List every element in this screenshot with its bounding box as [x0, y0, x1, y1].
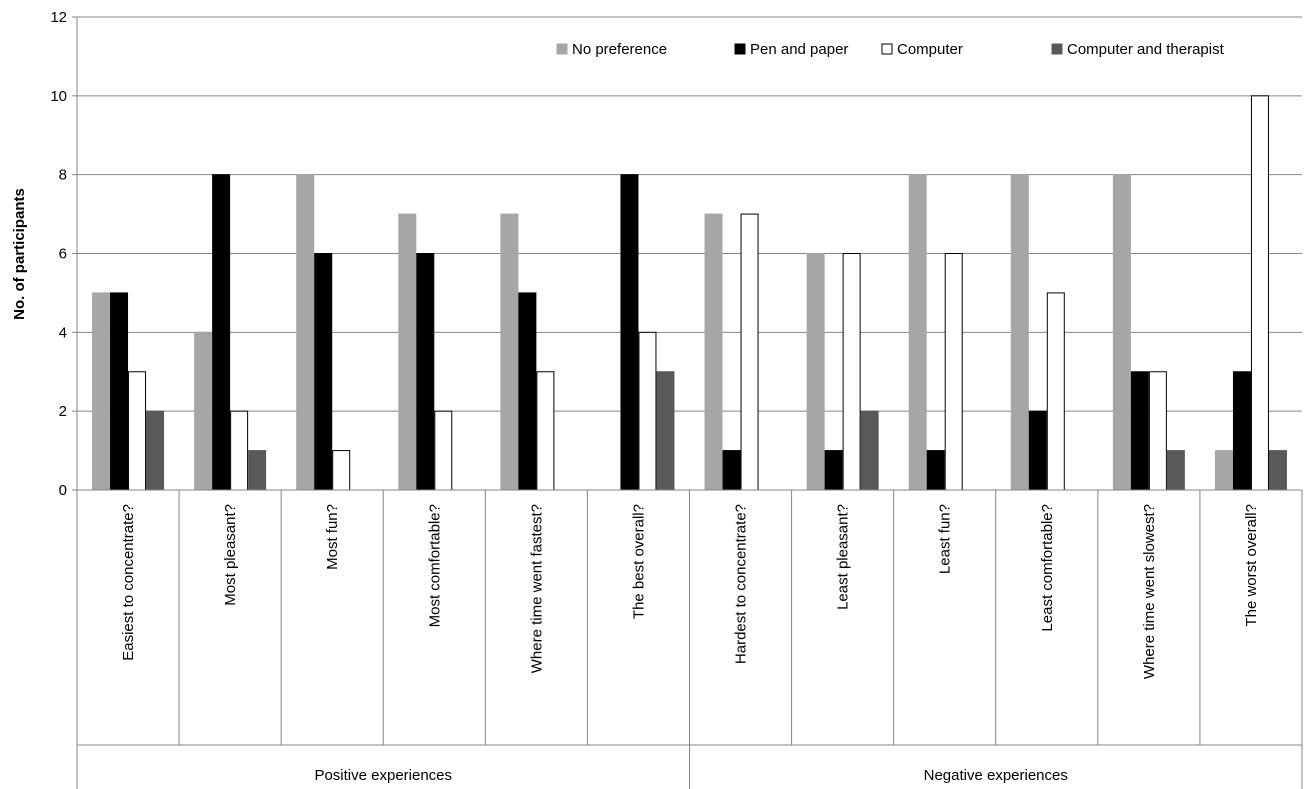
bar [92, 292, 111, 491]
group-labels: Positive experiences Negative experiences [314, 767, 1067, 784]
category-label: The best overall? [630, 504, 647, 619]
bar [944, 253, 963, 491]
bar [908, 174, 927, 491]
bar [296, 174, 315, 491]
bar [212, 174, 231, 491]
y-tick-label: 8 [59, 167, 67, 184]
bar [638, 331, 657, 491]
category-label: Most pleasant? [222, 504, 239, 606]
bar [1046, 292, 1065, 491]
y-tick-label: 10 [50, 88, 67, 105]
bar [314, 253, 333, 491]
bar [1268, 450, 1287, 491]
legend-swatch [881, 43, 893, 55]
bar [536, 371, 555, 491]
legend-label: Pen and paper [750, 41, 848, 58]
bar [1130, 371, 1149, 491]
y-tick-label: 0 [59, 482, 67, 499]
bar [146, 410, 165, 491]
category-label: Where time went fastest? [528, 504, 545, 673]
gridlines [77, 16, 1302, 412]
bar [656, 371, 675, 491]
category-label: Least pleasant? [835, 504, 852, 610]
y-axis-title: No. of participants [11, 188, 28, 320]
group-label: Negative experiences [924, 767, 1068, 784]
bar [722, 450, 741, 491]
y-axis-ticks: 0 2 4 6 8 10 12 [50, 9, 77, 499]
bar [398, 213, 417, 491]
category-label: The worst overall? [1243, 504, 1260, 627]
bar [230, 410, 249, 491]
y-tick-label: 6 [59, 246, 67, 263]
bar [1232, 371, 1251, 491]
legend-swatch [734, 43, 746, 55]
bar [620, 174, 639, 491]
category-labels: Easiest to concentrate? Most pleasant? Mos… [120, 504, 1260, 679]
bar [416, 253, 435, 491]
bar [1166, 450, 1185, 491]
category-label: Least fun? [937, 504, 954, 574]
bar [1214, 450, 1233, 491]
bar [194, 331, 213, 491]
bar [1028, 410, 1047, 491]
y-tick-label: 12 [50, 9, 67, 26]
bar [248, 450, 267, 491]
legend: No preference Pen and paper Computer Comput… [556, 41, 1225, 58]
category-label: Hardest to concentrate? [733, 504, 750, 664]
bar [860, 410, 879, 491]
bar [842, 253, 861, 491]
bars [92, 95, 1287, 491]
legend-label: Computer [897, 41, 963, 58]
bar [824, 450, 843, 491]
bar [704, 213, 723, 491]
bar [926, 450, 945, 491]
legend-label: Computer and therapist [1067, 41, 1225, 58]
bar [128, 371, 147, 491]
category-label: Most fun? [324, 504, 341, 570]
bar [1112, 174, 1131, 491]
category-label: Least comfortable? [1039, 504, 1056, 632]
category-label: Easiest to concentrate? [120, 504, 137, 661]
bar [434, 410, 453, 491]
legend-swatch [556, 43, 568, 55]
legend-swatch [1051, 43, 1063, 55]
bar [1148, 371, 1167, 491]
bar [518, 292, 537, 491]
bar [332, 450, 351, 491]
legend-label: No preference [572, 41, 667, 58]
bar [500, 213, 519, 491]
bar [1010, 174, 1029, 491]
y-tick-label: 2 [59, 403, 67, 420]
bar [1250, 95, 1269, 491]
y-tick-label: 4 [59, 324, 67, 341]
axes [76, 17, 1303, 789]
bar [740, 213, 759, 491]
group-label: Positive experiences [314, 767, 452, 784]
bar [806, 253, 825, 491]
bar [110, 292, 129, 491]
category-label: Most comfortable? [426, 504, 443, 627]
category-label: Where time went slowest? [1141, 504, 1158, 679]
